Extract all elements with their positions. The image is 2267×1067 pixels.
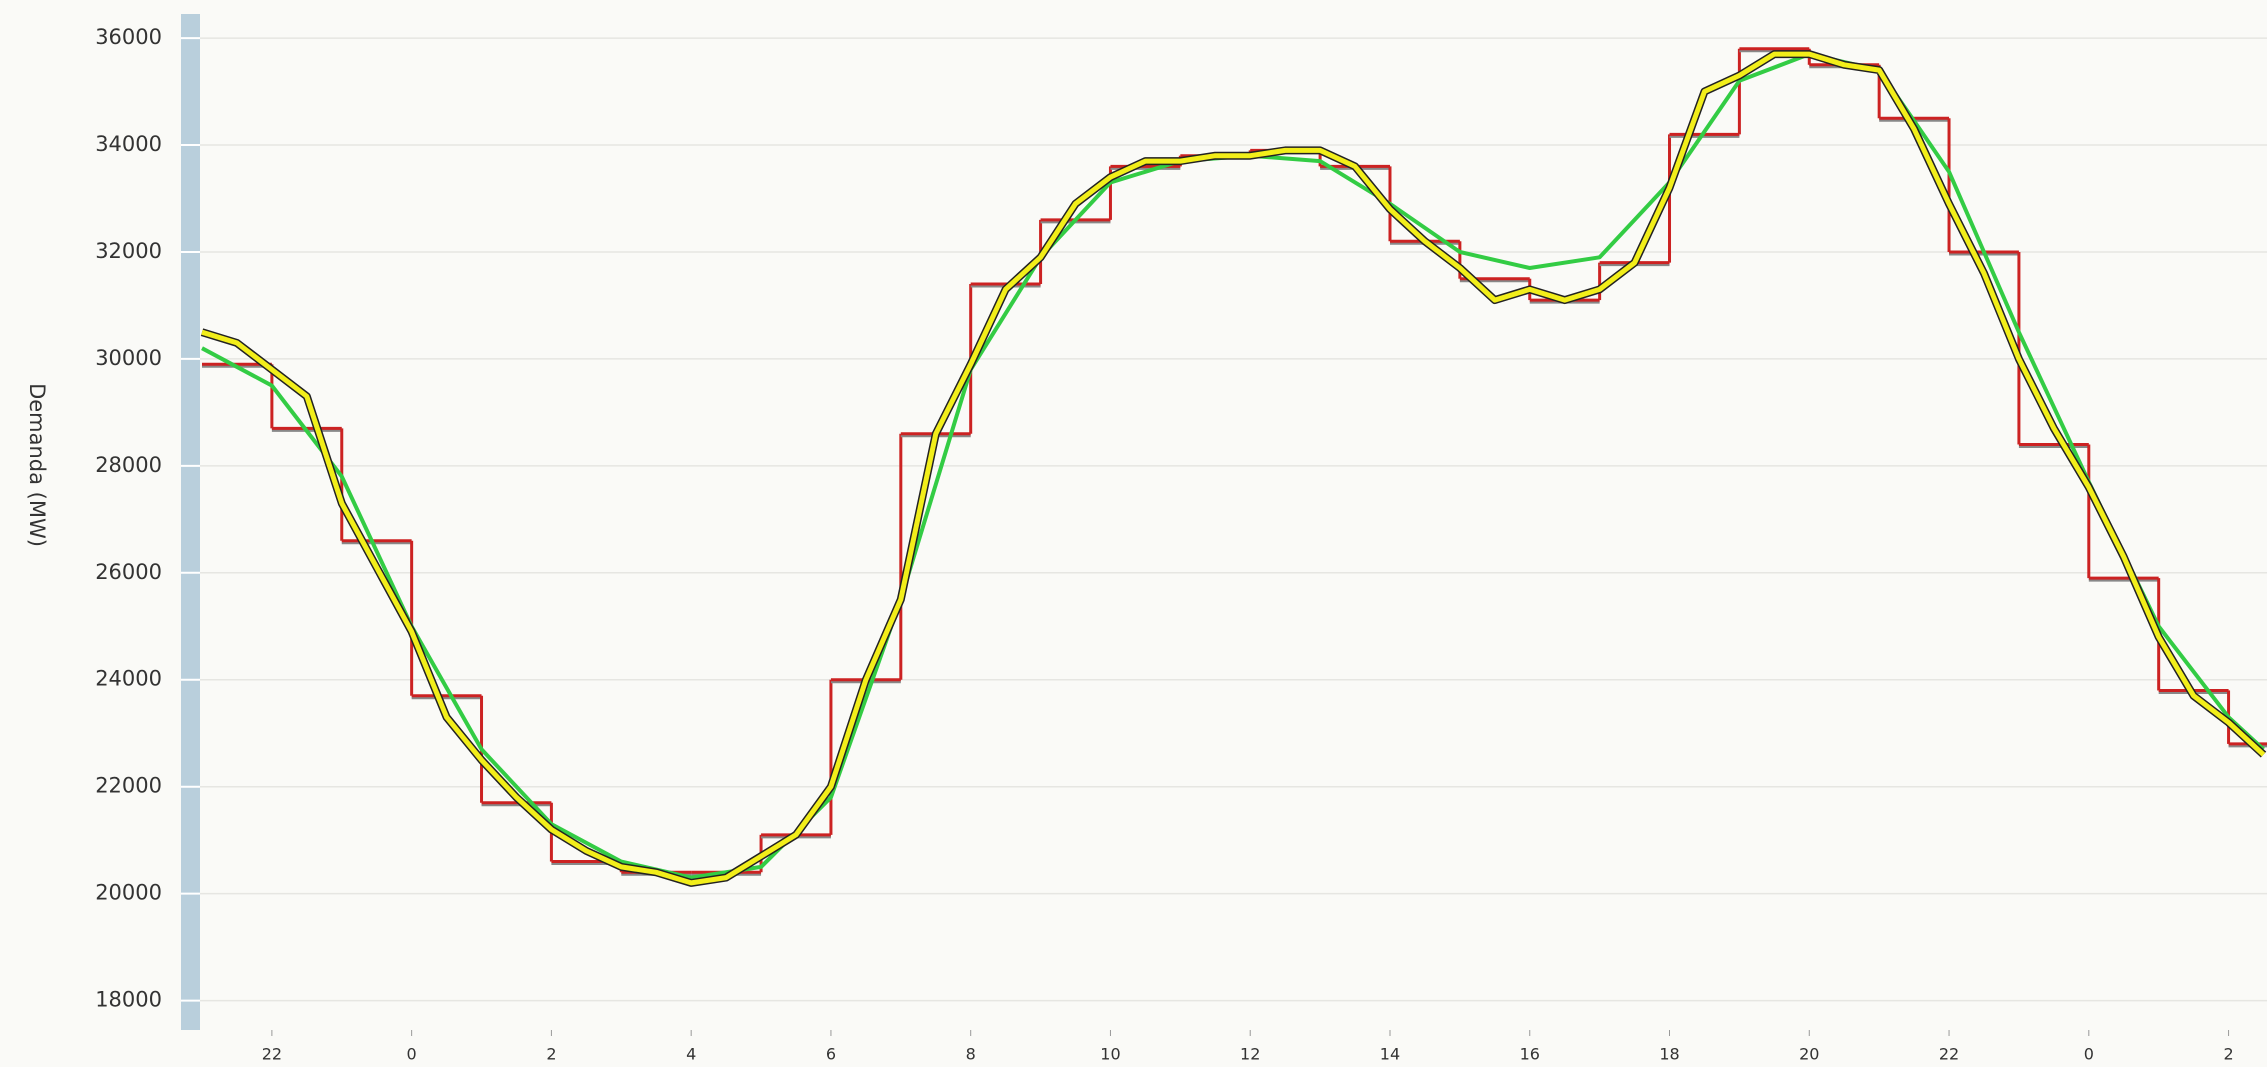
x-tick-label: 12 bbox=[1240, 1045, 1260, 1064]
y-tick-label: 18000 bbox=[95, 988, 162, 1012]
x-tick-label: 2 bbox=[546, 1045, 556, 1064]
x-tick-label: 18 bbox=[1659, 1045, 1679, 1064]
step-series bbox=[202, 47, 2267, 876]
y-tick-label: 32000 bbox=[95, 239, 162, 263]
y-tick-label: 36000 bbox=[95, 25, 162, 49]
line-shadow bbox=[200, 50, 2267, 887]
y-tick-label: 20000 bbox=[95, 881, 162, 905]
y-tick-label: 28000 bbox=[95, 453, 162, 477]
x-tick-label: 22 bbox=[262, 1045, 282, 1064]
x-tick-label: 10 bbox=[1100, 1045, 1120, 1064]
x-tick-label: 8 bbox=[966, 1045, 976, 1064]
x-tick-label: 14 bbox=[1380, 1045, 1400, 1064]
x-tick-label: 20 bbox=[1799, 1045, 1819, 1064]
x-tick-label: 0 bbox=[2084, 1045, 2094, 1064]
x-tick-label: 22 bbox=[1939, 1045, 1959, 1064]
y-axis-label: Demanda (MW) bbox=[25, 383, 49, 547]
x-tick-label: 0 bbox=[407, 1045, 417, 1064]
y-tick-label: 26000 bbox=[95, 560, 162, 584]
line-series bbox=[201, 51, 2266, 886]
y-tick-label: 30000 bbox=[95, 346, 162, 370]
x-tick-label: 4 bbox=[686, 1045, 696, 1064]
x-tick-label: 6 bbox=[826, 1045, 836, 1064]
y-axis-bar bbox=[181, 14, 200, 1030]
y-tick-label: 24000 bbox=[95, 667, 162, 691]
x-tick-label: 16 bbox=[1520, 1045, 1540, 1064]
y-tick-label: 34000 bbox=[95, 132, 162, 156]
y-tick-label: 22000 bbox=[95, 774, 162, 798]
x-tick-label: 2 bbox=[2223, 1045, 2233, 1064]
